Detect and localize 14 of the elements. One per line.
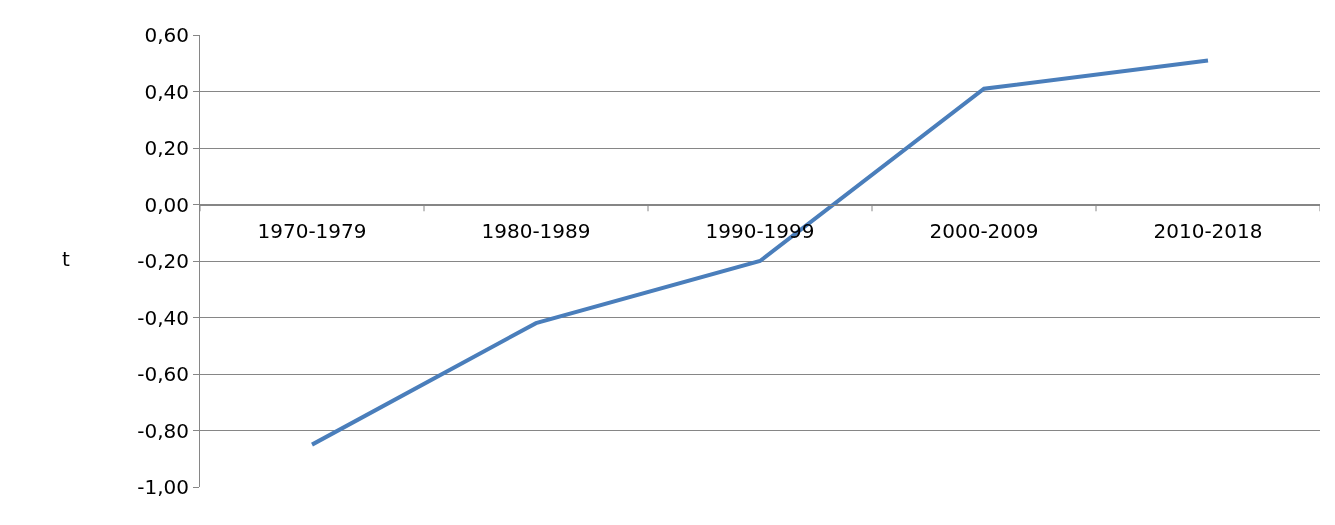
y-tick-label: 0,20 [144, 136, 189, 160]
y-tick-label: 0,40 [144, 79, 189, 104]
x-tick-label: 1980-1989 [481, 218, 591, 243]
x-tick-label: 1970-1979 [257, 218, 367, 243]
y-tick-label: -0,40 [137, 305, 189, 330]
y-tick-label: -0,60 [137, 362, 189, 386]
y-tick-label: -1,00 [137, 475, 189, 499]
y-tick-label: 0,00 [144, 192, 189, 217]
y-tick-label: 0,60 [144, 23, 189, 47]
x-tick-label: 2010-2018 [1153, 218, 1263, 243]
y-tick-label: -0,80 [137, 418, 189, 443]
x-tick-label: 2000-2009 [929, 218, 1039, 243]
y-axis-title: t [62, 247, 70, 271]
y-tick-label: -0,20 [137, 249, 189, 273]
